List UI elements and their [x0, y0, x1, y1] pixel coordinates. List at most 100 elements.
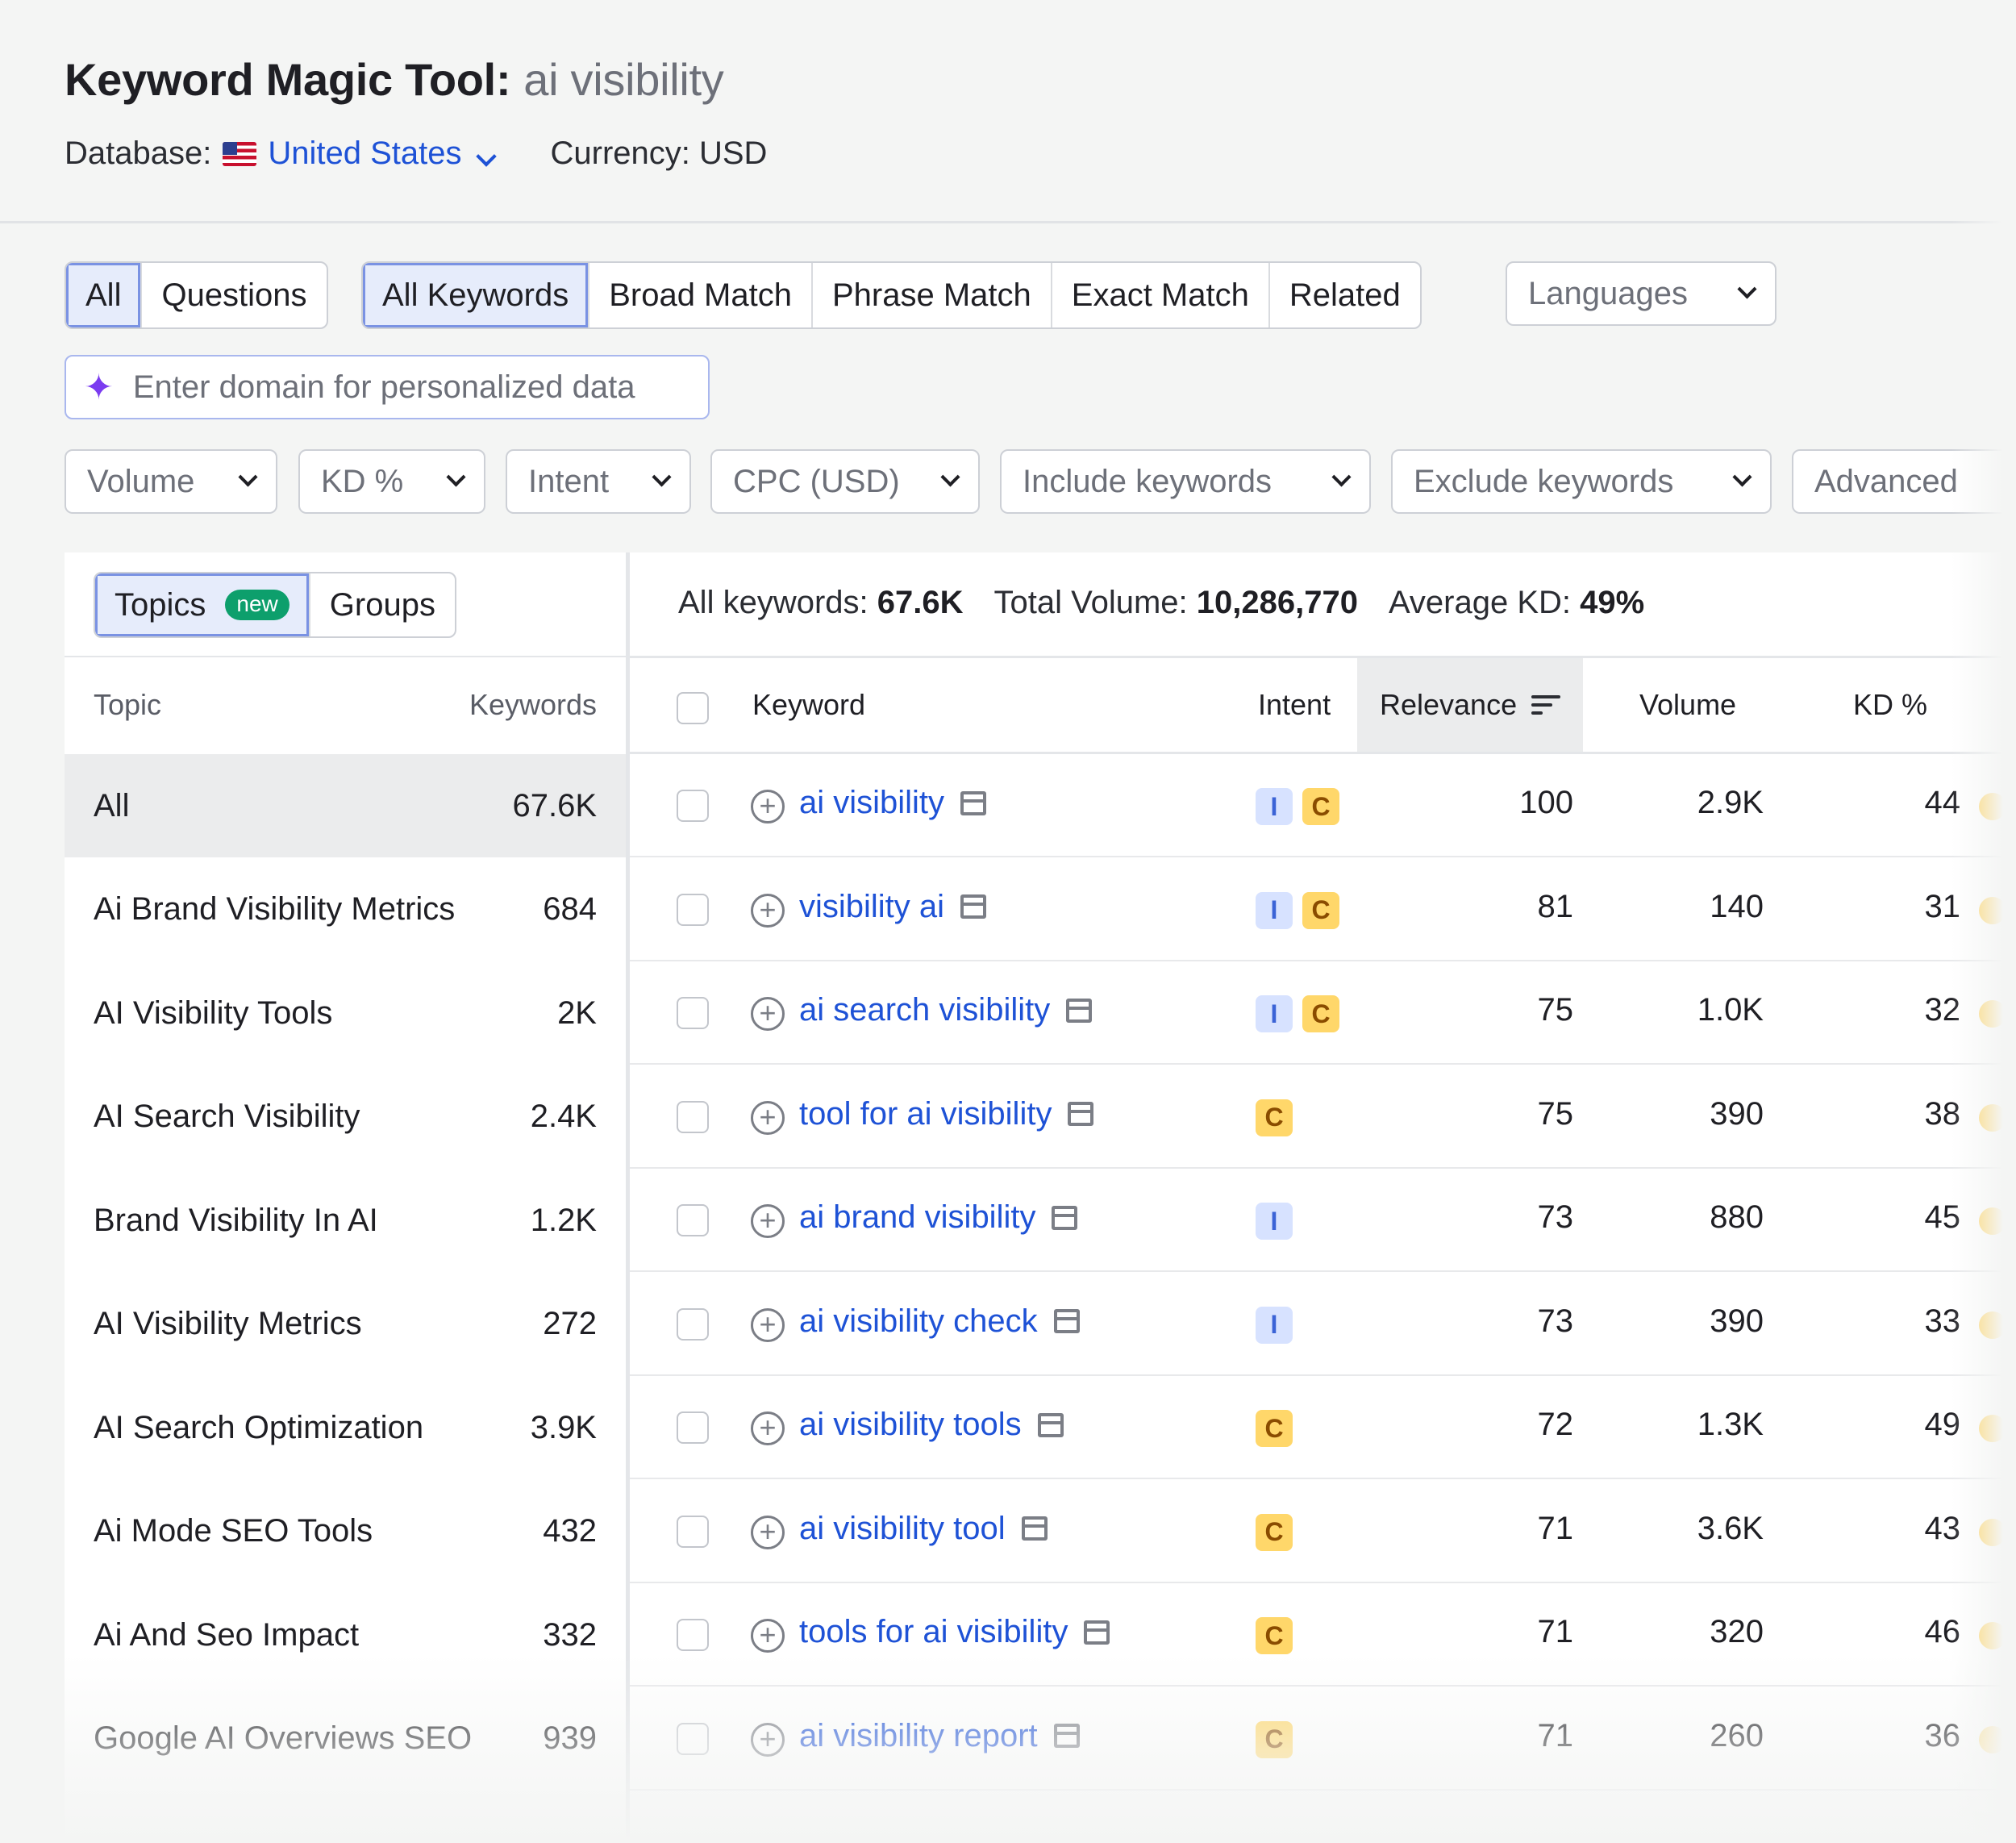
domain-input[interactable]: [131, 368, 651, 407]
filter-advanced[interactable]: Advanced: [1792, 449, 2016, 514]
add-to-list-icon[interactable]: +: [751, 1411, 785, 1445]
serp-icon[interactable]: [960, 790, 987, 815]
add-to-list-icon[interactable]: +: [751, 790, 785, 824]
keyword-link[interactable]: visibility ai: [799, 889, 987, 925]
serp-icon[interactable]: [960, 894, 987, 919]
relevance-value: 100: [1519, 785, 1573, 820]
tab-groups[interactable]: Groups: [329, 586, 435, 623]
add-to-list-icon[interactable]: +: [751, 1515, 785, 1549]
topic-row[interactable]: AI Search Visibility 2.4K: [94, 1098, 597, 1134]
tab-exact-match[interactable]: Exact Match: [1052, 263, 1270, 327]
relevance-column-header[interactable]: Relevance: [1357, 658, 1583, 752]
languages-dropdown[interactable]: Languages: [1506, 261, 1776, 326]
intent-badge[interactable]: C: [1256, 1099, 1293, 1136]
filter-cpc[interactable]: CPC (USD): [710, 449, 980, 514]
topic-row[interactable]: Brand Visibility In AI 1.2K: [94, 1202, 597, 1238]
keyword-link[interactable]: ai visibility report: [799, 1718, 1080, 1754]
intent-badge[interactable]: C: [1256, 1513, 1293, 1551]
row-checkbox[interactable]: [677, 893, 709, 926]
database-selector[interactable]: United States: [268, 136, 498, 172]
intent-badge[interactable]: C: [1256, 1410, 1293, 1447]
intent-badge[interactable]: I: [1256, 788, 1293, 825]
row-checkbox[interactable]: [677, 1619, 709, 1651]
add-to-list-icon[interactable]: +: [751, 1722, 785, 1757]
serp-icon[interactable]: [1021, 1516, 1048, 1541]
topic-row[interactable]: All 67.6K: [65, 754, 626, 857]
tab-broad-match[interactable]: Broad Match: [589, 263, 813, 327]
kd-value: 45: [1924, 1199, 1961, 1235]
volume-value: 320: [1710, 1614, 1764, 1649]
row-checkbox[interactable]: [677, 1411, 709, 1444]
serp-icon[interactable]: [1066, 998, 1093, 1023]
row-checkbox[interactable]: [677, 1722, 709, 1755]
add-to-list-icon[interactable]: +: [751, 893, 785, 928]
table-row: + ai visibility tools C 72 1.3K 49: [630, 1376, 2016, 1479]
topic-row[interactable]: Ai Mode SEO Tools 432: [94, 1512, 597, 1549]
topic-row[interactable]: Ai And Seo Impact 332: [94, 1616, 597, 1653]
topic-row[interactable]: AI Search Optimization 3.9K: [94, 1409, 597, 1445]
relevance-value: 72: [1537, 1407, 1574, 1442]
add-to-list-icon[interactable]: +: [751, 1100, 785, 1135]
tab-all[interactable]: All: [66, 263, 143, 327]
tab-topics[interactable]: Topics new: [95, 573, 310, 636]
add-to-list-icon[interactable]: +: [751, 997, 785, 1031]
filter-include-keywords[interactable]: Include keywords: [1000, 449, 1371, 514]
intent-badge[interactable]: C: [1256, 1617, 1293, 1654]
select-all-checkbox[interactable]: [677, 692, 709, 724]
keyword-link[interactable]: tools for ai visibility: [799, 1614, 1110, 1650]
all-keywords-count: 67.6K: [877, 585, 964, 620]
serp-icon[interactable]: [1053, 1724, 1080, 1748]
intent-badge[interactable]: C: [1302, 995, 1339, 1032]
intent-badge[interactable]: C: [1256, 1720, 1293, 1758]
topic-row[interactable]: Google AI Overviews SEO 939: [94, 1720, 597, 1756]
keyword-link[interactable]: ai visibility tool: [799, 1511, 1048, 1547]
serp-icon[interactable]: [1037, 1412, 1064, 1437]
database-row: Database: United States Currency: USD: [65, 136, 767, 172]
keyword-link[interactable]: ai search visibility: [799, 992, 1093, 1028]
row-checkbox[interactable]: [677, 1515, 709, 1548]
intent-badge[interactable]: I: [1256, 995, 1293, 1032]
tab-phrase-match[interactable]: Phrase Match: [813, 263, 1052, 327]
row-checkbox[interactable]: [677, 997, 709, 1029]
add-to-list-icon[interactable]: +: [751, 1307, 785, 1342]
tab-all-keywords[interactable]: All Keywords: [363, 263, 590, 327]
table-row: + ai brand visibility I 73 880 45: [630, 1169, 2016, 1272]
intent-badge[interactable]: I: [1256, 891, 1293, 929]
row-checkbox[interactable]: [677, 1204, 709, 1236]
serp-icon[interactable]: [1052, 1205, 1078, 1230]
volume-column-header[interactable]: Volume: [1639, 688, 1737, 721]
topic-row[interactable]: AI Visibility Metrics 272: [94, 1305, 597, 1341]
serp-icon[interactable]: [1084, 1620, 1110, 1645]
tab-questions[interactable]: Questions: [161, 277, 307, 313]
serp-icon[interactable]: [1053, 1309, 1080, 1333]
filter-kd[interactable]: KD %: [298, 449, 485, 514]
tab-related[interactable]: Related: [1289, 277, 1401, 313]
add-to-list-icon[interactable]: +: [751, 1619, 785, 1653]
intent-badge[interactable]: I: [1256, 1203, 1293, 1240]
keyword-column-header[interactable]: Keyword: [752, 688, 866, 721]
filter-volume[interactable]: Volume: [65, 449, 277, 514]
keyword-link[interactable]: ai brand visibility: [799, 1199, 1078, 1236]
kd-difficulty-dot: [1979, 1103, 2006, 1132]
topic-row[interactable]: Ai Brand Visibility Metrics 684: [94, 890, 597, 927]
currency-label: Currency: USD: [550, 136, 768, 171]
keyword-link[interactable]: ai visibility check: [799, 1303, 1080, 1340]
intent-badge[interactable]: C: [1302, 891, 1339, 929]
filter-intent[interactable]: Intent: [506, 449, 691, 514]
filter-exclude-keywords[interactable]: Exclude keywords: [1391, 449, 1772, 514]
kd-column-header[interactable]: KD %: [1853, 688, 1928, 721]
keyword-link[interactable]: ai visibility tools: [799, 1407, 1064, 1443]
intent-badge[interactable]: I: [1256, 1306, 1293, 1344]
intent-badge[interactable]: C: [1302, 788, 1339, 825]
keyword-link[interactable]: ai visibility: [799, 785, 987, 821]
topic-row[interactable]: AI Visibility Tools 2K: [94, 994, 597, 1031]
serp-icon[interactable]: [1068, 1102, 1094, 1126]
row-checkbox[interactable]: [677, 1307, 709, 1341]
table-row: + ai search visibility I C 75 1.0K 32: [630, 961, 2016, 1065]
topic-table-header: Topic Keywords: [65, 656, 626, 753]
row-checkbox[interactable]: [677, 1100, 709, 1133]
row-checkbox[interactable]: [677, 790, 709, 822]
intent-column-header[interactable]: Intent: [1258, 688, 1331, 721]
add-to-list-icon[interactable]: +: [751, 1204, 785, 1238]
keyword-link[interactable]: tool for ai visibility: [799, 1096, 1094, 1132]
